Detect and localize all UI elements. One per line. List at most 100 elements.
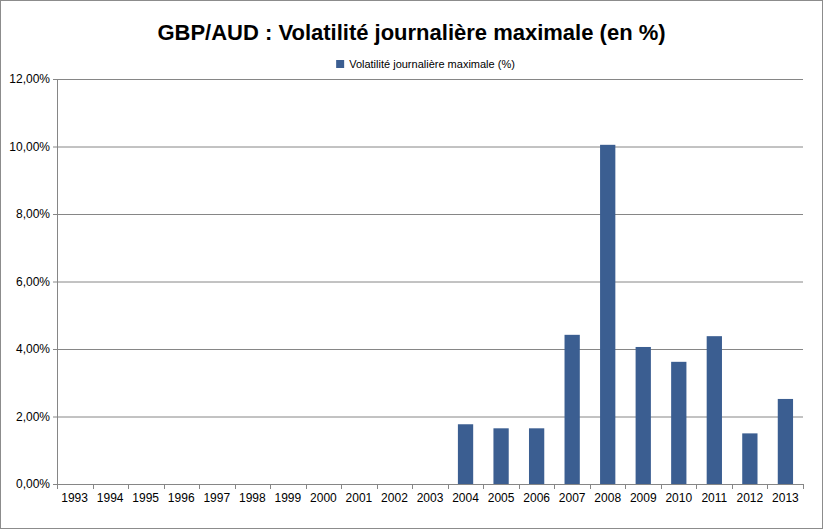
x-separator	[661, 484, 662, 489]
x-separator	[270, 484, 271, 489]
x-separator	[554, 484, 555, 489]
x-tick: 1998	[239, 484, 266, 505]
x-tick: 1993	[61, 484, 88, 505]
grid-line	[57, 417, 803, 418]
y-tick-mark	[53, 214, 57, 215]
y-tick: 8,00%	[16, 207, 57, 221]
x-tick: 2003	[417, 484, 444, 505]
bar	[778, 399, 793, 484]
x-axis-line	[58, 484, 804, 485]
y-tick-mark	[53, 147, 57, 148]
x-tick-label: 2009	[630, 491, 657, 505]
x-separator	[93, 484, 94, 489]
grid-line	[57, 79, 803, 80]
grid	[57, 80, 803, 485]
y-tick-label: 12,00%	[9, 72, 50, 86]
bar	[458, 424, 473, 484]
x-separator	[519, 484, 520, 489]
legend-label: Volatilité journalière maximale (%)	[349, 58, 515, 70]
x-tick: 2011	[701, 484, 727, 505]
x-tick-label: 1997	[203, 491, 230, 505]
x-tick-label: 2004	[452, 491, 479, 505]
x-tick-label: 2013	[772, 491, 799, 505]
x-tick-label: 2010	[665, 491, 692, 505]
bar	[671, 362, 686, 484]
y-tick-label: 0,00%	[16, 477, 50, 491]
x-tick-label: 1999	[274, 491, 301, 505]
grid-line	[57, 282, 803, 283]
x-tick: 2006	[523, 484, 550, 505]
y-tick-label: 6,00%	[16, 275, 50, 289]
x-tick-label: 2012	[737, 491, 764, 505]
grid-line	[57, 147, 803, 148]
x-tick: 2010	[665, 484, 692, 505]
chart: GBP/AUD : Volatilité journalière maximal…	[0, 0, 823, 529]
x-separator	[341, 484, 342, 489]
x-separator	[128, 484, 129, 489]
x-separator	[590, 484, 591, 489]
x-tick: 2012	[737, 484, 764, 505]
y-tick-label: 10,00%	[9, 140, 50, 154]
x-separators	[58, 484, 804, 489]
bar	[565, 335, 580, 484]
x-axis: 1993 1994 1995 1996 1997 1998 1999 2000 2001 2002…	[58, 484, 804, 505]
x-separator	[803, 484, 804, 489]
y-tick: 6,00%	[16, 275, 57, 289]
x-separator	[625, 484, 626, 489]
x-tick: 1996	[168, 484, 195, 505]
y-tick-mark	[53, 282, 57, 283]
x-tick-label: 2001	[346, 491, 373, 505]
y-tick-mark	[53, 349, 57, 350]
x-tick-label: 1996	[168, 491, 195, 505]
x-tick-label: 2002	[381, 491, 408, 505]
x-separator	[767, 484, 768, 489]
x-tick-label: 2005	[488, 491, 515, 505]
x-tick: 1997	[203, 484, 230, 505]
x-tick: 2007	[559, 484, 586, 505]
x-tick: 1999	[274, 484, 301, 505]
legend-swatch	[336, 60, 344, 68]
x-tick: 2013	[772, 484, 799, 505]
bar	[600, 145, 615, 484]
bar	[493, 428, 508, 484]
x-tick-label: 1995	[132, 491, 159, 505]
bar	[529, 428, 544, 484]
bar	[636, 347, 651, 484]
x-separator	[483, 484, 484, 489]
chart-border	[1, 1, 823, 529]
y-tick-mark	[53, 484, 57, 485]
x-separator	[57, 484, 58, 489]
x-tick-label: 2003	[417, 491, 444, 505]
x-tick: 2004	[452, 484, 479, 505]
y-axis: 0,00% 2,00% 4,00% 6,00% 8,00% 10,00% 12,00%	[9, 72, 57, 491]
y-tick-label: 8,00%	[16, 207, 50, 221]
x-separator	[732, 484, 733, 489]
y-tick: 0,00%	[16, 477, 57, 491]
x-tick: 2000	[310, 484, 337, 505]
x-tick-label: 2006	[523, 491, 550, 505]
x-separator	[448, 484, 449, 489]
x-tick-label: 2000	[310, 491, 337, 505]
bars	[458, 145, 793, 484]
x-separator	[164, 484, 165, 489]
x-separator	[199, 484, 200, 489]
x-tick: 1994	[97, 484, 124, 505]
grid-line	[57, 484, 803, 485]
grid-line	[57, 214, 803, 215]
x-tick: 2008	[594, 484, 621, 505]
y-tick: 4,00%	[16, 342, 57, 356]
y-tick: 2,00%	[16, 410, 57, 424]
bar	[742, 433, 757, 484]
x-tick: 2001	[346, 484, 373, 505]
title: GBP/AUD : Volatilité journalière maximal…	[157, 20, 665, 45]
x-tick-label: 1994	[97, 491, 124, 505]
x-tick-label: 2008	[594, 491, 621, 505]
y-tick-mark	[53, 417, 57, 418]
y-tick: 10,00%	[9, 140, 57, 154]
x-tick-label: 2011	[701, 491, 727, 505]
plot: 0,00% 2,00% 4,00% 6,00% 8,00% 10,00% 12,00% 199…	[9, 72, 803, 504]
y-axis-line	[57, 80, 58, 485]
x-separator	[696, 484, 697, 489]
x-separator	[235, 484, 236, 489]
x-tick-label: 1993	[61, 491, 88, 505]
